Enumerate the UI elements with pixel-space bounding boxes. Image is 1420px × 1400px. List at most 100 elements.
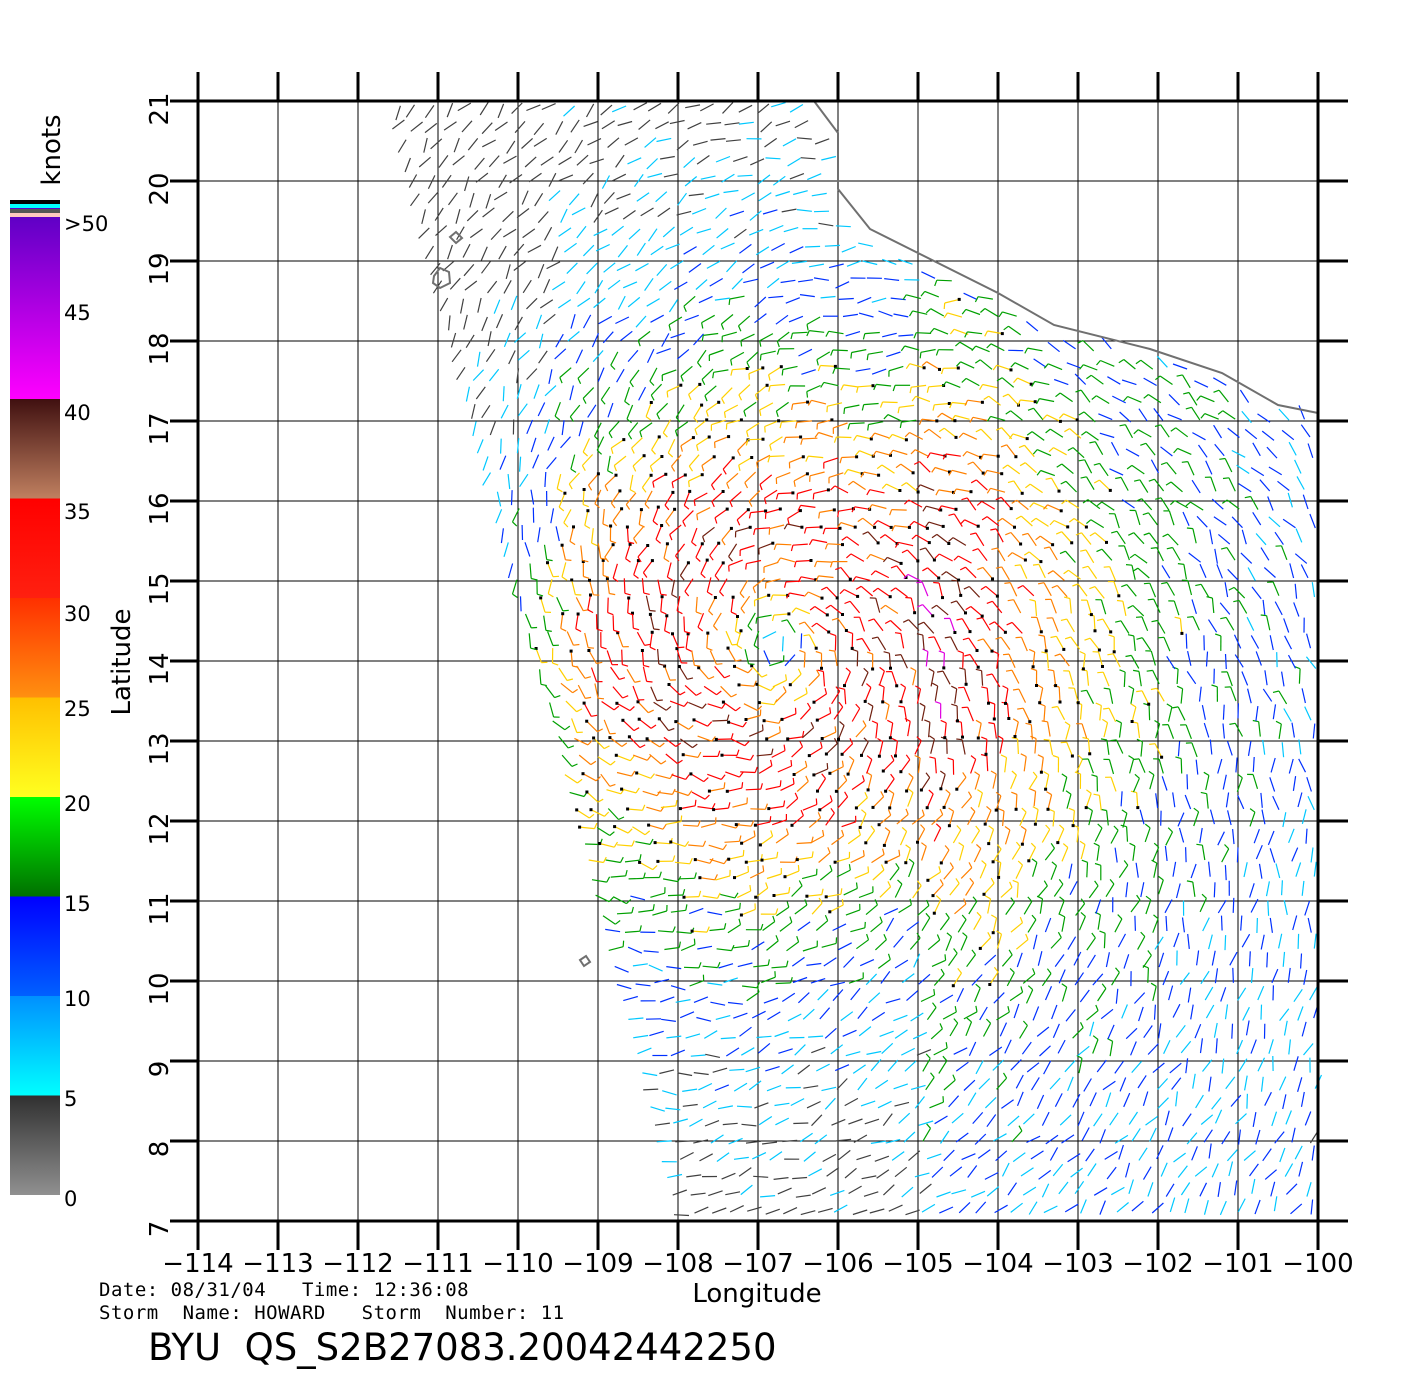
wind-barb-flag bbox=[1079, 840, 1086, 846]
wind-barb bbox=[886, 351, 901, 358]
wind-barb bbox=[1205, 651, 1209, 667]
wind-barb bbox=[1237, 794, 1245, 810]
wind-barb bbox=[697, 806, 713, 810]
wind-barb bbox=[816, 1063, 830, 1072]
wind-barb bbox=[514, 121, 526, 134]
wind-barb bbox=[638, 509, 642, 525]
wind-barb-flag bbox=[720, 323, 725, 330]
wind-barb bbox=[1195, 1094, 1204, 1109]
wind-barb-flag bbox=[836, 522, 842, 528]
wind-barb bbox=[421, 209, 426, 225]
wind-barb-flag bbox=[1118, 358, 1125, 364]
wind-barb bbox=[978, 1078, 991, 1090]
wind-barb bbox=[943, 1149, 955, 1162]
wind-barb-flag bbox=[871, 636, 878, 640]
wind-barb bbox=[1294, 583, 1298, 599]
wind-barb bbox=[793, 1122, 809, 1125]
wind-barb bbox=[524, 156, 537, 168]
rain-flag-dot bbox=[620, 507, 624, 511]
wind-barb bbox=[1175, 1091, 1178, 1107]
wind-barb bbox=[424, 245, 435, 260]
wind-barb bbox=[850, 855, 865, 864]
y-tick-label: 19 bbox=[145, 252, 175, 285]
wind-barb bbox=[855, 725, 867, 738]
wind-barb bbox=[766, 873, 782, 880]
rain-flag-dot bbox=[733, 876, 736, 880]
wind-barb-flag bbox=[1045, 428, 1051, 434]
wind-barb bbox=[661, 333, 670, 347]
wind-barb bbox=[1132, 778, 1140, 793]
wind-barb bbox=[715, 207, 727, 219]
wind-barb bbox=[912, 670, 917, 686]
wind-barb bbox=[751, 1010, 766, 1019]
wind-barb bbox=[456, 226, 465, 241]
wind-barb bbox=[870, 553, 885, 561]
wind-barb bbox=[1002, 311, 1017, 317]
wind-barb bbox=[762, 209, 778, 215]
wind-barb bbox=[939, 1206, 954, 1214]
wind-barb bbox=[765, 1208, 781, 1215]
wind-barb bbox=[1238, 1129, 1241, 1145]
rain-flag-dot bbox=[609, 524, 613, 528]
wind-barb bbox=[1114, 1060, 1124, 1074]
wind-barb-flag bbox=[770, 594, 774, 601]
wind-barb bbox=[1012, 552, 1026, 561]
wind-barb bbox=[1158, 879, 1164, 895]
wind-barb-flag bbox=[931, 467, 936, 473]
wind-barb-flag bbox=[639, 431, 643, 438]
wind-barb-flag bbox=[843, 774, 848, 781]
wind-barb bbox=[1271, 968, 1279, 984]
rain-flag-dot bbox=[671, 490, 675, 494]
wind-barb bbox=[693, 1139, 709, 1144]
wind-barb-flag bbox=[675, 417, 681, 423]
wind-barb bbox=[769, 455, 785, 458]
wind-barb bbox=[863, 1191, 879, 1197]
wind-barb bbox=[1109, 468, 1124, 476]
wind-barb bbox=[1147, 967, 1149, 983]
wind-barb-flag bbox=[783, 437, 787, 444]
wind-barb bbox=[1103, 722, 1109, 738]
wind-barb bbox=[1269, 848, 1276, 863]
wind-barb bbox=[516, 438, 520, 454]
wind-barb bbox=[910, 1012, 924, 1022]
wind-barb bbox=[469, 192, 475, 208]
wind-barb bbox=[945, 571, 959, 581]
rain-flag-dot bbox=[560, 543, 564, 547]
wind-barb bbox=[720, 685, 732, 698]
wind-barb-flag bbox=[835, 686, 841, 692]
wind-barb bbox=[709, 349, 724, 356]
wind-barb bbox=[1229, 951, 1238, 966]
wind-barb-flag bbox=[622, 664, 629, 667]
wind-barb bbox=[514, 332, 527, 344]
wind-barb-flag bbox=[559, 377, 563, 384]
wind-barb bbox=[1072, 1093, 1081, 1108]
wind-barb-flag bbox=[890, 587, 896, 592]
wind-barb-flag bbox=[1193, 807, 1199, 813]
wind-barb-flag bbox=[650, 773, 655, 779]
wind-barb bbox=[1281, 880, 1283, 896]
wind-barb bbox=[796, 780, 809, 792]
wind-barb bbox=[1020, 399, 1036, 403]
wind-barb bbox=[911, 814, 925, 825]
wind-barb-flag bbox=[815, 650, 822, 654]
wind-barb bbox=[602, 508, 605, 524]
wind-barb bbox=[675, 1140, 691, 1143]
wind-barb bbox=[1010, 1202, 1023, 1213]
wind-barb bbox=[1041, 1183, 1050, 1198]
wind-barb bbox=[672, 1189, 688, 1196]
wind-barb-flag bbox=[840, 888, 843, 895]
wind-barb-flag bbox=[975, 983, 981, 989]
wind-barb bbox=[683, 616, 686, 632]
wind-barb bbox=[560, 208, 568, 223]
wind-barb bbox=[704, 193, 720, 200]
y-tick-label: 12 bbox=[145, 812, 175, 845]
wind-barb bbox=[777, 765, 792, 773]
rain-flag-dot bbox=[987, 701, 990, 705]
rain-flag-dot bbox=[1029, 382, 1033, 386]
wind-barb bbox=[1262, 599, 1266, 615]
wind-barb-flag bbox=[940, 719, 947, 724]
wind-barb bbox=[600, 773, 611, 787]
wind-barb bbox=[1072, 447, 1085, 459]
wind-barb bbox=[571, 207, 586, 216]
wind-barb bbox=[887, 414, 902, 422]
